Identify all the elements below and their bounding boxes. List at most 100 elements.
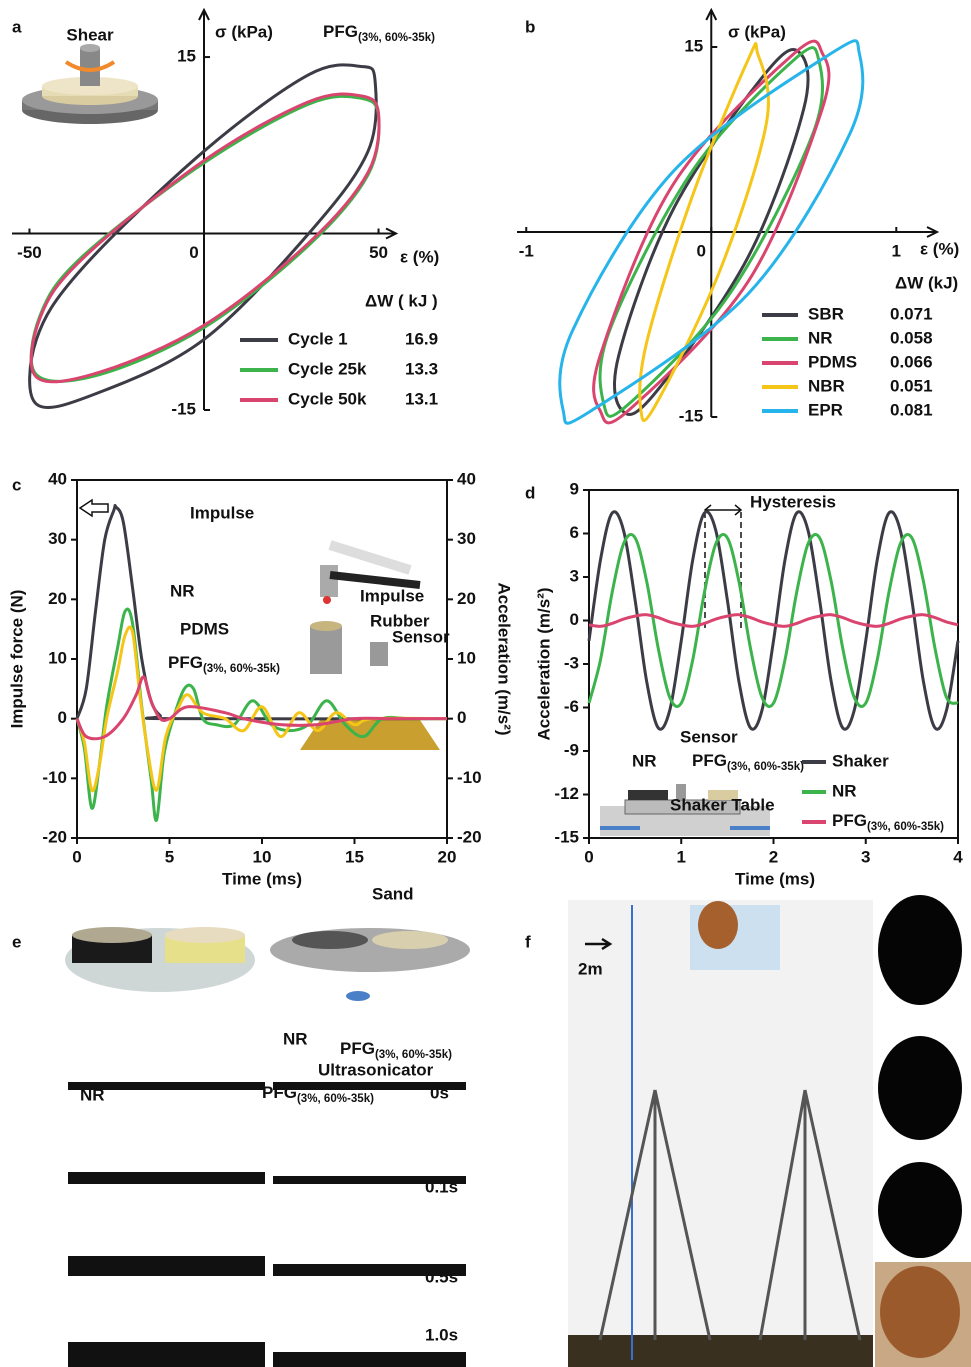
y-tick-label: 0 xyxy=(570,610,579,629)
y-tick-label: 3 xyxy=(570,566,579,585)
y-axis-label: Impulse force (N) xyxy=(7,590,26,729)
legend-label: EPR xyxy=(808,400,843,419)
x-tick-label: 2 xyxy=(769,847,778,866)
setup-label: Sand xyxy=(372,884,414,903)
y-tick-label: 15 xyxy=(684,36,703,55)
x-axis-label: ε (%) xyxy=(400,247,439,266)
legend-label: Cycle 1 xyxy=(288,329,348,348)
series-label: PDMS xyxy=(180,619,229,638)
x-tick-label: 3 xyxy=(861,847,870,866)
plot-frame xyxy=(77,480,447,838)
x-tick-label: 0 xyxy=(72,847,81,866)
time-label: 0.1s xyxy=(425,1177,458,1196)
annotation: Hysteresis xyxy=(750,492,836,511)
legend-title: ΔW (kJ) xyxy=(895,273,958,292)
setup-label: Ultrasonicator xyxy=(318,1060,434,1079)
x-tick-label: 1 xyxy=(892,241,901,260)
x-tick-label: 4 xyxy=(953,847,963,866)
drop-photo xyxy=(568,895,971,1367)
y-tick-label: 10 xyxy=(48,648,67,667)
height-label: 2m xyxy=(578,959,603,978)
energy-value: 0.081 xyxy=(890,400,933,419)
y-tick-label: 30 xyxy=(48,529,67,548)
legend-label: NR xyxy=(832,781,857,800)
panel-label: f xyxy=(525,932,531,951)
legend-label: Cycle 25k xyxy=(288,359,367,378)
legend-label: NR xyxy=(808,328,833,347)
y-axis-label: σ (kPa) xyxy=(728,22,786,41)
y-axis-label: Acceleration (m/s²) xyxy=(534,587,553,740)
x-axis-label: Time (ms) xyxy=(222,869,302,888)
y-tick-label: -20 xyxy=(42,827,67,846)
inset-label: Sensor xyxy=(680,727,738,746)
y-tick-label: -10 xyxy=(42,768,67,787)
line xyxy=(589,512,958,729)
panel-label: c xyxy=(12,475,21,494)
energy-value: 0.066 xyxy=(890,352,933,371)
shear-inset xyxy=(22,44,158,124)
sand-frames xyxy=(68,1082,466,1367)
y2-axis-label: Acceleration (m/s²) xyxy=(495,582,514,735)
x-tick-label: 50 xyxy=(369,243,388,262)
x-axis-label: ε (%) xyxy=(920,239,959,258)
inset-label: NR xyxy=(632,751,657,770)
legend-label: Cycle 50k xyxy=(288,389,367,408)
chart-title: PFG(3%, 60%-35k) xyxy=(323,22,435,44)
energy-value: 0.071 xyxy=(890,304,933,323)
y2-tick-label: 0 xyxy=(457,708,466,727)
y-tick-label: -15 xyxy=(554,827,579,846)
y2-tick-label: 30 xyxy=(457,529,476,548)
inset-label: Shaker Table xyxy=(670,795,775,814)
x-tick-label: 5 xyxy=(165,847,174,866)
legend-title: ΔW ( kJ ) xyxy=(365,291,438,310)
figure: -50050-1515PFG(3%, 60%-35k)Shearσ (kPa)ε… xyxy=(0,0,971,1367)
inset-label: PFG(3%, 60%-35k) xyxy=(692,751,804,773)
setup-label: NR xyxy=(283,1029,308,1048)
line xyxy=(589,615,958,627)
x-tick-label: 20 xyxy=(438,847,457,866)
panel-label: d xyxy=(525,483,535,502)
series-label: PFG(3%, 60%-35k) xyxy=(168,653,280,675)
y2-tick-label: -20 xyxy=(457,827,482,846)
legend-label: PFG(3%, 60%-35k) xyxy=(832,811,944,833)
panel-label: b xyxy=(525,17,535,36)
time-label: 0.5s xyxy=(425,1267,458,1286)
x-tick-label: 1 xyxy=(677,847,686,866)
legend-label: NBR xyxy=(808,376,845,395)
y-tick-label: 20 xyxy=(48,589,67,608)
y-tick-label: 15 xyxy=(177,47,196,66)
series-label: NR xyxy=(170,581,195,600)
y-tick-label: 0 xyxy=(58,708,67,727)
panel-label: a xyxy=(12,17,22,36)
legend-label: SBR xyxy=(808,304,844,323)
energy-value: 13.3 xyxy=(405,359,438,378)
y2-tick-label: 40 xyxy=(457,469,476,488)
sand-photo xyxy=(65,927,470,1001)
x-tick-label: 0 xyxy=(584,847,593,866)
y-tick-label: -15 xyxy=(171,399,196,418)
x-tick-label: 15 xyxy=(345,847,364,866)
y-tick-label: 9 xyxy=(570,479,579,498)
x-tick-label: -50 xyxy=(17,243,42,262)
line xyxy=(589,534,958,706)
x-tick-label: -1 xyxy=(519,241,534,260)
y-tick-label: -12 xyxy=(554,784,579,803)
x-tick-label: 0 xyxy=(189,243,198,262)
x-axis-label: Time (ms) xyxy=(735,869,815,888)
time-label: 1.0s xyxy=(425,1325,458,1344)
column-label: NR xyxy=(80,1085,105,1104)
y-tick-label: -9 xyxy=(564,740,579,759)
inset-label: Shear xyxy=(66,25,114,44)
arrow xyxy=(80,500,108,516)
y-tick-label: -15 xyxy=(679,406,704,425)
series-label: Impulse xyxy=(190,503,254,522)
y-axis-label: σ (kPa) xyxy=(215,22,273,41)
x-tick-label: 10 xyxy=(253,847,272,866)
y2-tick-label: 10 xyxy=(457,648,476,667)
panel-label: e xyxy=(12,932,21,951)
energy-value: 0.051 xyxy=(890,376,933,395)
time-label: 0s xyxy=(430,1083,449,1102)
y2-tick-label: -10 xyxy=(457,768,482,787)
y-tick-label: -3 xyxy=(564,653,579,672)
inset-label: Sensor xyxy=(392,627,450,646)
